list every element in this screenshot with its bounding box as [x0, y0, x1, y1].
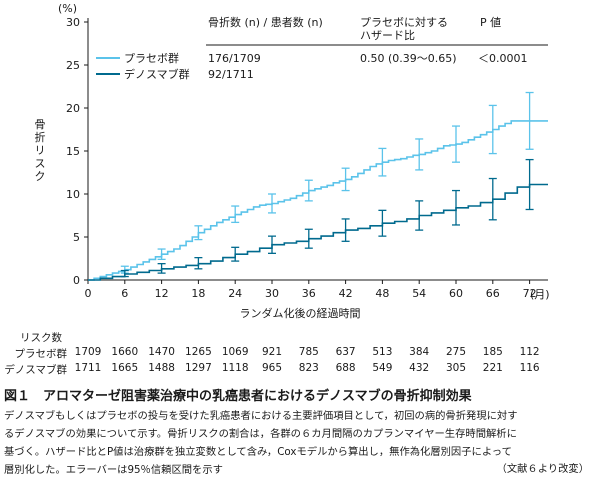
- x-tick-label: 24: [228, 287, 242, 300]
- stats-fractures-value: 92/1711: [208, 68, 254, 81]
- risk-cell: 1709: [74, 346, 102, 358]
- chart-axes: [87, 18, 548, 281]
- risk-cell: 1069: [221, 346, 249, 358]
- stats-header-hr: ハザード比: [360, 29, 415, 42]
- x-tick-label: 72: [523, 287, 537, 300]
- x-tick-label: 42: [339, 287, 353, 300]
- stats-fractures-value: 176/1709: [208, 52, 261, 65]
- x-tick-label: 6: [121, 287, 128, 300]
- risk-cell: 1488: [148, 362, 175, 374]
- risk-cell: 384: [409, 346, 430, 358]
- fracture-risk-chart: 0 5 10 15 20 25 30 0 6 12 18 24 30 36 42 48 54 60 66 72 骨折リス…: [35, 2, 550, 320]
- risk-cell: 1118: [221, 362, 249, 374]
- risk-cell: 1660: [111, 346, 139, 358]
- y-axis-label-char: 骨: [35, 118, 46, 131]
- risk-cell: 275: [445, 346, 467, 358]
- stats-header-hr: プラセボに対する: [360, 15, 448, 29]
- risk-cell: 116: [519, 362, 540, 374]
- y-tick-label: 10: [66, 188, 80, 201]
- risk-cell: 1265: [185, 346, 212, 358]
- x-tick-label: 48: [375, 287, 389, 300]
- x-axis-label: ランダム化後の経過時間: [240, 306, 361, 320]
- figure-source: （文献６より改変）: [496, 463, 589, 475]
- risk-cell: 1470: [148, 346, 175, 358]
- risk-cell: 1297: [185, 362, 212, 374]
- y-tick-label: 15: [66, 145, 80, 158]
- x-tick-label: 60: [449, 287, 463, 300]
- x-tick-label: 66: [486, 287, 500, 300]
- y-tick-label: 20: [66, 102, 80, 115]
- risk-cell: 637: [335, 346, 356, 358]
- denosumab-step-line: [88, 183, 548, 281]
- y-axis-label-char: ク: [35, 170, 46, 183]
- x-tick-label: 36: [302, 287, 316, 300]
- x-tick-label: 30: [265, 287, 279, 300]
- caption-line-4: 層別化した。エラーバーは95％信頼区間を示す: [4, 464, 223, 476]
- denosumab-series: [88, 158, 548, 281]
- risk-cell: 432: [409, 362, 430, 374]
- caption-line-1: デノスマブもしくはプラセボの投与を受けた乳癌患者における主要評価項目として，初回…: [4, 410, 518, 422]
- x-tick-label: 0: [85, 287, 92, 300]
- y-axis-label-char: リ: [35, 144, 46, 157]
- chart-ticks: 0 5 10 15 20 25 30 0 6 12 18 24 30 36 42 48 54 60 66 72 骨折リス…: [35, 16, 537, 300]
- risk-cell: 549: [372, 362, 393, 374]
- risk-cell: 1665: [111, 362, 139, 374]
- y-axis-label-char: 折: [35, 130, 46, 144]
- risk-cell: 221: [482, 362, 503, 374]
- risk-cell: 185: [482, 346, 503, 358]
- y-tick-label: 5: [73, 231, 80, 244]
- y-tick-label: 30: [66, 16, 80, 29]
- stats-hr-value: 0.50 (0.39～0.65): [360, 52, 457, 65]
- risk-cell: 688: [335, 362, 356, 374]
- risk-cell: 965: [261, 362, 283, 374]
- y-tick-label: 25: [66, 59, 80, 72]
- legend-label: プラセボ群: [124, 51, 179, 65]
- y-tick-label: 0: [73, 274, 80, 287]
- risk-cell: 112: [519, 346, 540, 358]
- legend-label: デノスマブ群: [124, 67, 190, 81]
- risk-cell: 513: [372, 346, 393, 358]
- x-tick-label: 54: [412, 287, 426, 300]
- placebo-series: [88, 91, 548, 281]
- placebo-step-line: [88, 120, 548, 281]
- risk-row-label-denosumab: デノスマブ群: [4, 364, 67, 376]
- x-tick-label: 12: [155, 287, 169, 300]
- x-unit-label: (月): [530, 288, 550, 301]
- figure-title: 図１ アロマターゼ阻害薬治療中の乳癌患者におけるデノスマブの骨折抑制効果: [4, 389, 472, 404]
- stats-header-fractures: 骨折数 (n) / 患者数 (n): [208, 15, 323, 29]
- risk-row-label-placebo: プラセボ群: [14, 348, 68, 360]
- risk-table-title: リスク数: [20, 332, 62, 344]
- risk-cell: 305: [445, 362, 467, 374]
- stats-header-p: P 値: [480, 16, 501, 29]
- y-unit-label: (%): [58, 2, 77, 15]
- risk-cell: 1711: [74, 362, 102, 374]
- risk-cell: 921: [261, 346, 283, 358]
- x-tick-label: 18: [191, 287, 205, 300]
- risk-cell: 785: [298, 346, 319, 358]
- stats-p-value: ＜0.0001: [478, 52, 528, 65]
- y-axis-label-char: ス: [35, 157, 46, 170]
- caption-line-2: るデノスマブの効果について示す。骨折リスクの割合は，各群の６カ月間隔のカプランマ…: [4, 428, 517, 440]
- risk-cell: 823: [298, 362, 319, 374]
- caption-line-3: 基づく。ハザード比とP値は治療群を独立変数として含み，Coxモデルから算出し，無…: [4, 446, 512, 458]
